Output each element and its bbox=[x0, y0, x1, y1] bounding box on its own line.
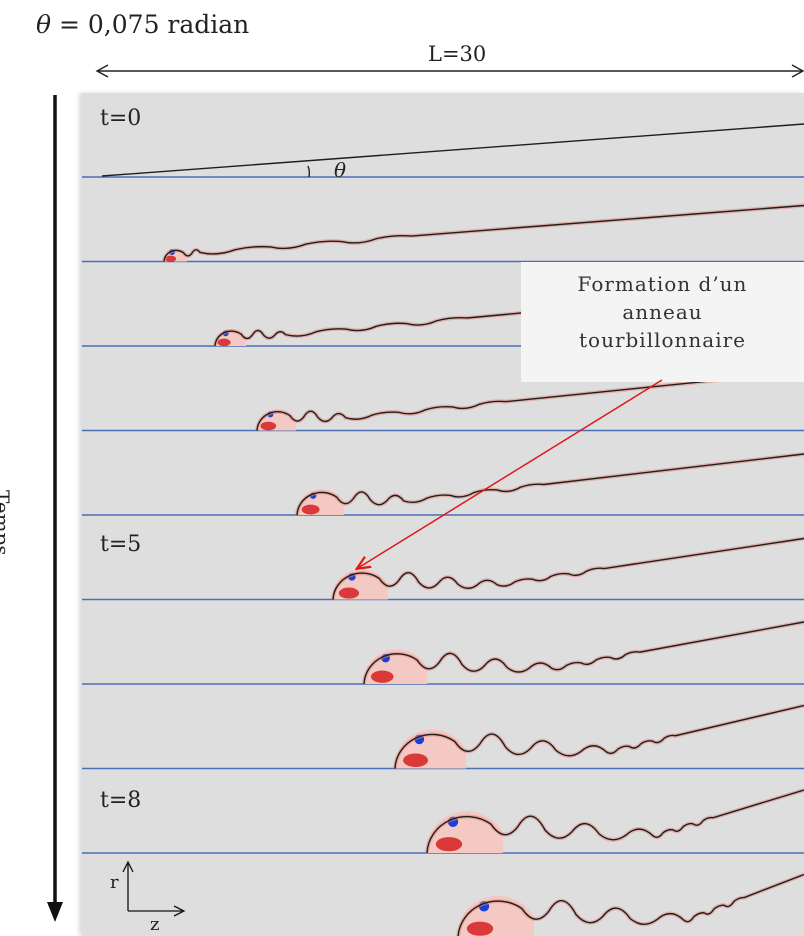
time-axis-label: Temps bbox=[0, 490, 14, 556]
z-axis-label: z bbox=[150, 914, 160, 935]
length-label: L=30 bbox=[428, 42, 487, 66]
time-label-t8: t=8 bbox=[100, 788, 142, 813]
snapshot-4 bbox=[82, 452, 804, 516]
r-axis-label: r bbox=[110, 872, 119, 893]
angle-value: = 0,075 radian bbox=[51, 10, 250, 39]
snapshot-stack bbox=[82, 123, 804, 936]
snapshot-5 bbox=[82, 536, 804, 601]
time-arrow bbox=[47, 95, 63, 922]
vortex-ring-callout: Formation d’un anneau tourbillonnaire bbox=[521, 262, 804, 382]
time-label-t0: t=0 bbox=[100, 106, 142, 131]
angle-title: θ = 0,075 radian bbox=[36, 10, 249, 39]
simulation-panel bbox=[82, 93, 804, 936]
length-dimension-arrow bbox=[95, 64, 804, 78]
snapshot-1 bbox=[82, 203, 804, 263]
theta-symbol: θ bbox=[36, 10, 52, 39]
callout-line-1: Formation d’un bbox=[577, 272, 748, 296]
callout-line-2: anneau bbox=[622, 300, 703, 324]
snapshot-7 bbox=[82, 703, 804, 770]
time-label-t5: t=5 bbox=[100, 532, 142, 557]
callout-line-3: tourbillonnaire bbox=[578, 328, 747, 352]
theta-angle-label: θ bbox=[334, 158, 347, 182]
snapshot-0 bbox=[82, 123, 804, 178]
snapshot-6 bbox=[82, 620, 804, 685]
snapshot-9 bbox=[456, 872, 804, 936]
snapshot-8 bbox=[82, 788, 804, 854]
